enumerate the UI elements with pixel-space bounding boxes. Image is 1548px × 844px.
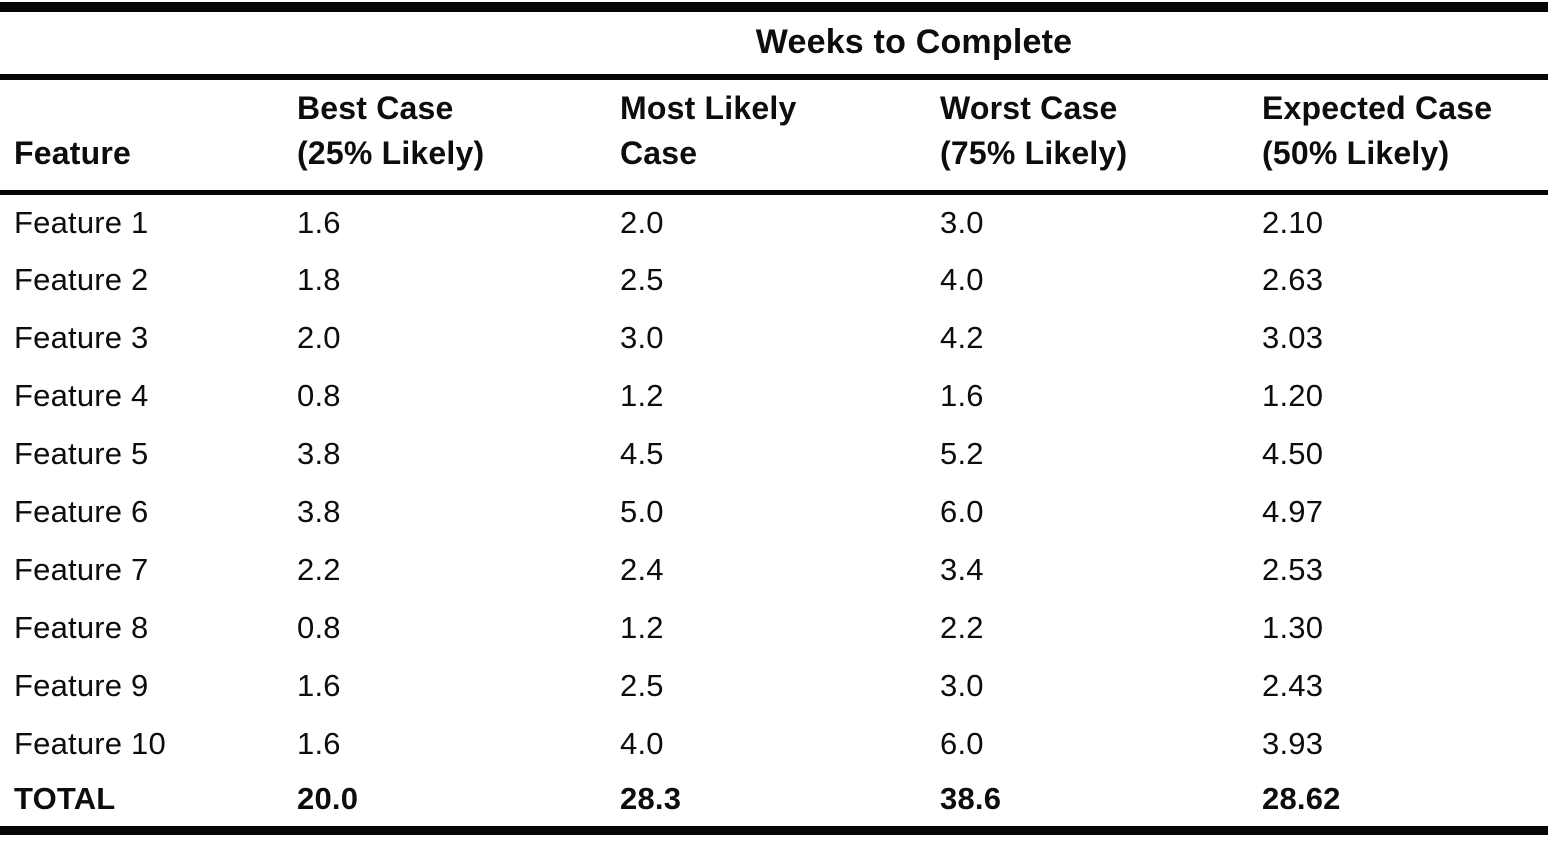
cell-total-most-likely: 28.3 xyxy=(620,781,682,817)
table-row-feature-4: Feature 4 0.8 1.2 1.6 1.20 xyxy=(0,367,1548,425)
cell-feature: Feature 6 xyxy=(14,493,149,529)
cell-feature: Feature 2 xyxy=(14,261,149,297)
cell-total-best-case: 20.0 xyxy=(297,781,359,817)
cell-expected-case: 2.10 xyxy=(1262,204,1324,240)
cell-best-case: 2.2 xyxy=(297,551,341,587)
cell-best-case: 1.8 xyxy=(297,261,341,297)
cell-best-case: 2.0 xyxy=(297,319,341,355)
cell-feature: Feature 4 xyxy=(14,377,149,413)
cell-worst-case: 6.0 xyxy=(940,493,984,529)
column-header-worst-case-line2: (75% Likely) xyxy=(940,135,1128,171)
cell-most-likely: 2.5 xyxy=(620,261,664,297)
cell-feature: Feature 5 xyxy=(14,435,149,471)
column-header-most-likely-case: Most Likely Case xyxy=(606,77,926,195)
table-title-row: Weeks to Complete xyxy=(0,7,1548,80)
table-row-feature-6: Feature 6 3.8 5.0 6.0 4.97 xyxy=(0,483,1548,541)
cell-total-worst-case: 38.6 xyxy=(940,781,1002,817)
table-row-feature-5: Feature 5 3.8 4.5 5.2 4.50 xyxy=(0,425,1548,483)
column-header-expected-case: Expected Case (50% Likely) xyxy=(1248,77,1548,195)
cell-expected-case: 1.30 xyxy=(1262,609,1324,645)
cell-most-likely: 2.5 xyxy=(620,667,664,703)
table-row-feature-1: Feature 1 1.6 2.0 3.0 2.10 xyxy=(0,193,1548,251)
cell-feature: Feature 9 xyxy=(14,667,149,703)
column-header-worst-case-line1: Worst Case xyxy=(940,90,1118,126)
column-header-best-case: Best Case (25% Likely) xyxy=(283,77,606,195)
cell-most-likely: 2.0 xyxy=(620,204,664,240)
cell-most-likely: 3.0 xyxy=(620,319,664,355)
column-header-feature: Feature xyxy=(0,77,283,195)
column-header-most-likely-line1: Most Likely xyxy=(620,90,797,126)
cell-worst-case: 5.2 xyxy=(940,435,984,471)
column-header-worst-case: Worst Case (75% Likely) xyxy=(926,77,1248,195)
cell-worst-case: 3.0 xyxy=(940,667,984,703)
cell-expected-case: 1.20 xyxy=(1262,377,1324,413)
cell-worst-case: 2.2 xyxy=(940,609,984,645)
table-header-row: Feature Best Case (25% Likely) Most Like… xyxy=(0,77,1548,195)
cell-most-likely: 2.4 xyxy=(620,551,664,587)
table-row-feature-3: Feature 3 2.0 3.0 4.2 3.03 xyxy=(0,309,1548,367)
column-header-best-case-line2: (25% Likely) xyxy=(297,135,485,171)
column-header-feature-label: Feature xyxy=(14,135,131,171)
cell-expected-case: 2.53 xyxy=(1262,551,1324,587)
cell-expected-case: 2.43 xyxy=(1262,667,1324,703)
column-header-most-likely-line2: Case xyxy=(620,135,698,171)
cell-best-case: 0.8 xyxy=(297,377,341,413)
cell-most-likely: 1.2 xyxy=(620,609,664,645)
table-title: Weeks to Complete xyxy=(0,7,1548,80)
cell-worst-case: 1.6 xyxy=(940,377,984,413)
table-row-feature-10: Feature 10 1.6 4.0 6.0 3.93 xyxy=(0,715,1548,773)
cell-most-likely: 5.0 xyxy=(620,493,664,529)
cell-most-likely: 4.0 xyxy=(620,725,664,761)
cell-worst-case: 3.0 xyxy=(940,204,984,240)
cell-best-case: 0.8 xyxy=(297,609,341,645)
cell-expected-case: 4.97 xyxy=(1262,493,1324,529)
cell-feature: Feature 8 xyxy=(14,609,149,645)
cell-worst-case: 6.0 xyxy=(940,725,984,761)
column-header-best-case-line1: Best Case xyxy=(297,90,454,126)
cell-feature: Feature 10 xyxy=(14,725,166,761)
cell-best-case: 3.8 xyxy=(297,493,341,529)
table-row-feature-2: Feature 2 1.8 2.5 4.0 2.63 xyxy=(0,251,1548,309)
cell-worst-case: 4.2 xyxy=(940,319,984,355)
cell-most-likely: 4.5 xyxy=(620,435,664,471)
table-total-row: TOTAL 20.0 28.3 38.6 28.62 xyxy=(0,773,1548,831)
cell-best-case: 3.8 xyxy=(297,435,341,471)
cell-worst-case: 3.4 xyxy=(940,551,984,587)
table-row-feature-8: Feature 8 0.8 1.2 2.2 1.30 xyxy=(0,599,1548,657)
table-row-feature-7: Feature 7 2.2 2.4 3.4 2.53 xyxy=(0,541,1548,599)
cell-total-label: TOTAL xyxy=(14,781,116,817)
column-header-expected-case-line1: Expected Case xyxy=(1262,90,1493,126)
cell-feature: Feature 3 xyxy=(14,319,149,355)
cell-worst-case: 4.0 xyxy=(940,261,984,297)
cell-expected-case: 3.03 xyxy=(1262,319,1324,355)
cell-best-case: 1.6 xyxy=(297,667,341,703)
column-header-expected-case-line2: (50% Likely) xyxy=(1262,135,1450,171)
cell-most-likely: 1.2 xyxy=(620,377,664,413)
cell-best-case: 1.6 xyxy=(297,204,341,240)
table-row-feature-9: Feature 9 1.6 2.5 3.0 2.43 xyxy=(0,657,1548,715)
cell-feature: Feature 7 xyxy=(14,551,149,587)
table-body: Feature 1 1.6 2.0 3.0 2.10 Feature 2 1.8… xyxy=(0,193,1548,831)
cell-expected-case: 2.63 xyxy=(1262,261,1324,297)
cell-total-expected-case: 28.62 xyxy=(1262,781,1341,817)
cell-best-case: 1.6 xyxy=(297,725,341,761)
cell-expected-case: 3.93 xyxy=(1262,725,1324,761)
cell-expected-case: 4.50 xyxy=(1262,435,1324,471)
cell-feature: Feature 1 xyxy=(14,204,149,240)
